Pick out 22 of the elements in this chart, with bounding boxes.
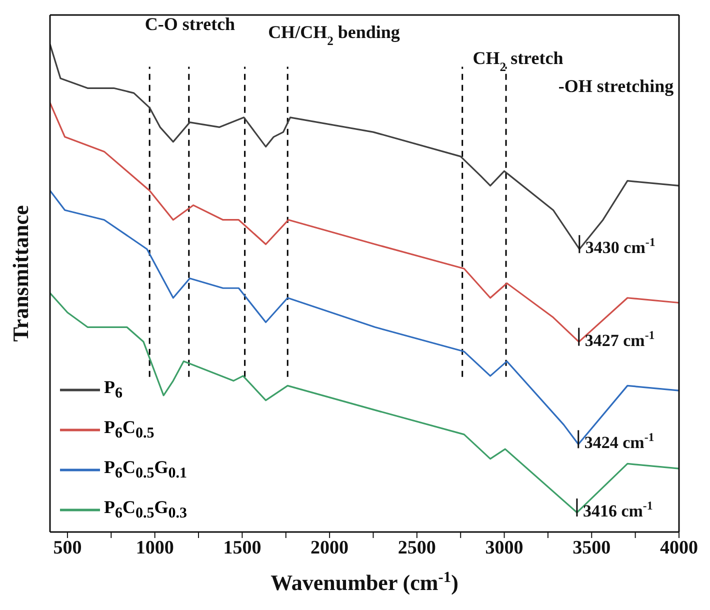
annotation: 3424 cm$^{-1}$ — [584, 430, 654, 452]
x-tick-label: 1500 — [223, 537, 262, 558]
x-tick-label: 3000 — [485, 537, 524, 558]
legend-label: P$_{6}$ — [104, 377, 122, 403]
x-tick-label: 2500 — [398, 537, 436, 558]
annotation: CH/CH$_{2}$ bending — [268, 22, 400, 48]
annotation: CH$_{2}$ stretch — [472, 48, 564, 74]
annotation: -OH stretching — [558, 76, 674, 96]
legend-label: P$_{6}$C$_{0.5}$ — [104, 417, 154, 443]
x-tick-label: 2000 — [310, 537, 349, 558]
x-tick-label: 500 — [53, 537, 82, 558]
x-axis-title: Wavenumber (cm$^{-1}$) — [270, 568, 458, 595]
legend-label: P$_{6}$C$_{0.5}$G$_{0.1}$ — [104, 457, 188, 483]
annotation: 3416 cm$^{-1}$ — [582, 498, 653, 520]
x-tick-label: 4000 — [660, 537, 698, 558]
x-tick-label: 3500 — [572, 537, 611, 558]
annotation: 3430 cm$^{-1}$ — [585, 235, 656, 258]
legend-label: P$_{6}$C$_{0.5}$G$_{0.3}$ — [104, 497, 188, 523]
x-tick-label: 1000 — [136, 537, 174, 558]
y-axis-title: Transmittance — [8, 205, 33, 342]
text: C-O stretch — [144, 14, 236, 34]
annotation: 3427 cm$^{-1}$ — [584, 328, 655, 350]
